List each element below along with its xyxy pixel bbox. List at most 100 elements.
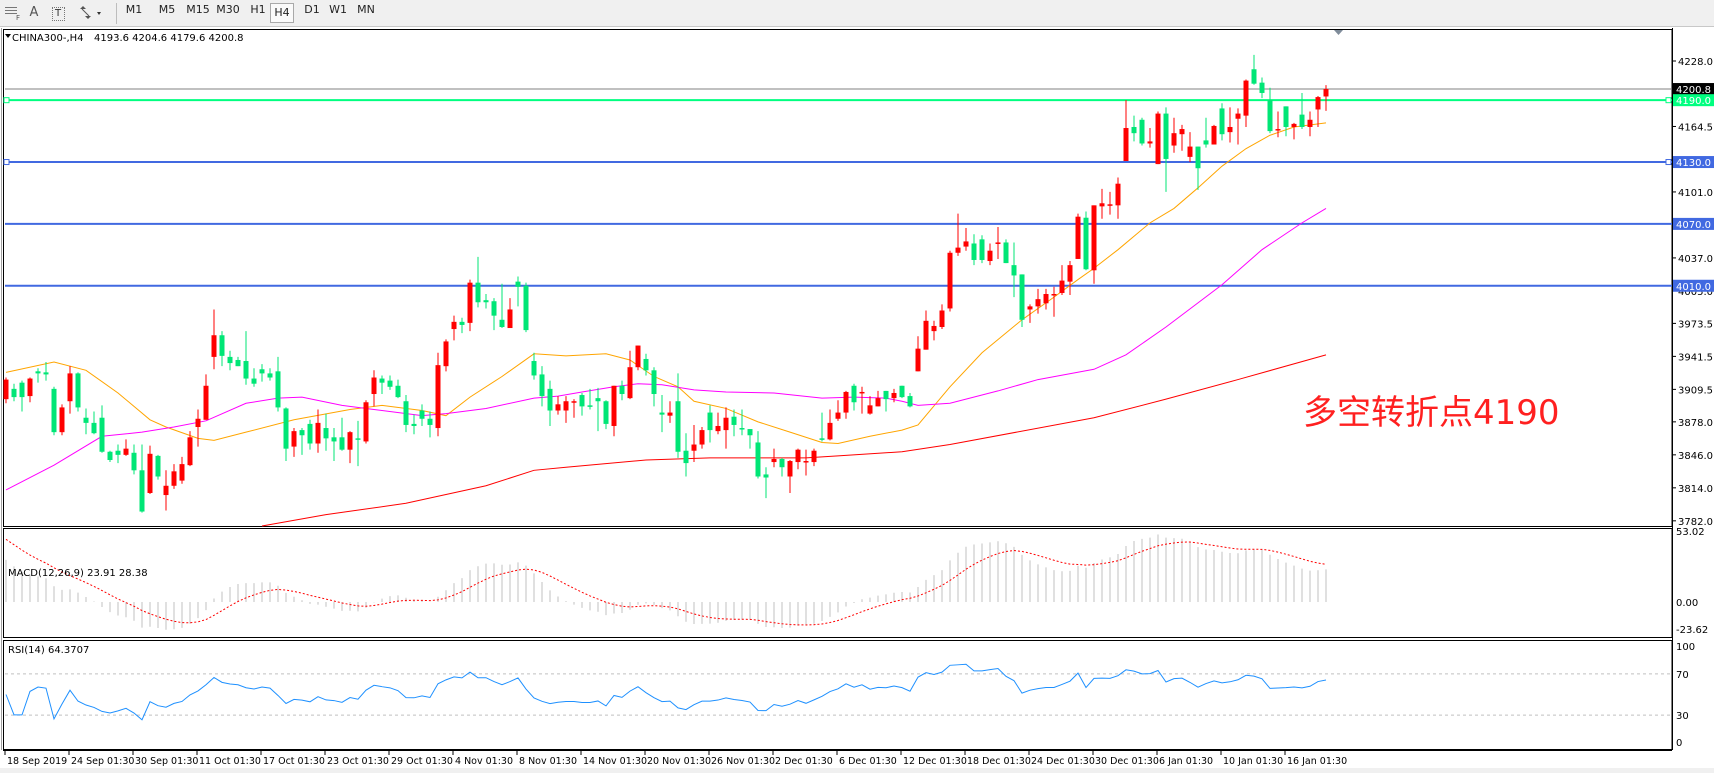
text-label-icon[interactable]: T	[50, 3, 66, 23]
candle-body	[1123, 128, 1129, 162]
candle-body	[971, 243, 977, 260]
candle-body	[371, 377, 377, 395]
period-separator-icon[interactable]: F	[2, 3, 24, 23]
text-icon[interactable]: A	[29, 5, 39, 20]
chart-background	[0, 27, 1714, 773]
time-tick-label: 30 Dec 01:30	[1095, 756, 1159, 767]
candle	[187, 431, 193, 467]
candle-body	[1195, 146, 1201, 169]
candle-body	[1251, 69, 1257, 84]
candle-body	[51, 388, 57, 433]
candle-body	[643, 358, 649, 371]
price-tick-label: 3973.5	[1678, 319, 1713, 330]
candle-body	[67, 373, 73, 402]
candle	[571, 399, 577, 418]
candle	[51, 386, 57, 436]
timeframe-mn[interactable]: MN	[357, 3, 375, 16]
candle-body	[179, 464, 185, 481]
candle	[1115, 177, 1121, 219]
time-tick-label: 8 Nov 01:30	[519, 756, 577, 767]
candle	[395, 379, 401, 399]
candle-body	[1131, 126, 1137, 134]
candle-body	[835, 412, 841, 419]
collapse-triangle-icon[interactable]	[5, 34, 11, 38]
time-tick-label: 30 Sep 01:30	[135, 756, 198, 767]
status-strip	[0, 768, 1714, 773]
candle	[939, 304, 945, 330]
arrows-icon[interactable]	[76, 3, 106, 23]
price-tick-label: 4228.0	[1678, 57, 1713, 68]
price-tick-label: 3909.5	[1678, 385, 1713, 396]
timeframe-m30[interactable]: M30	[216, 3, 240, 16]
candle	[531, 352, 537, 380]
candle	[475, 256, 481, 308]
candle	[1099, 188, 1105, 219]
candle	[267, 368, 273, 381]
timeframe-h1[interactable]: H1	[250, 3, 266, 16]
candle	[867, 396, 873, 415]
candle	[635, 345, 641, 371]
candle-body	[579, 395, 585, 407]
timeframe-m1[interactable]: M1	[125, 3, 143, 16]
candle	[75, 372, 81, 412]
macd-label: MACD(12,26,9) 23.91 28.38	[8, 568, 148, 579]
candle-body	[723, 417, 729, 431]
candle	[3, 377, 9, 404]
candle	[691, 424, 697, 463]
candle-body	[867, 405, 873, 414]
line-handle-right[interactable]	[1665, 97, 1672, 104]
candle	[707, 405, 713, 443]
timeframe-m5[interactable]: M5	[158, 3, 176, 16]
candle-body	[1179, 129, 1185, 135]
candle	[227, 350, 233, 371]
macd-signal-line	[5, 538, 1327, 626]
line-handle-left[interactable]	[3, 159, 10, 166]
candle-body	[1067, 265, 1073, 282]
candle-body	[651, 370, 657, 395]
candle-body	[659, 412, 665, 415]
period-separator-letter: F	[16, 14, 20, 22]
time-tick-label: 12 Dec 01:30	[903, 756, 967, 767]
candle	[563, 396, 569, 423]
candle	[859, 386, 865, 414]
candle	[1155, 111, 1161, 165]
timeframe-h4[interactable]: H4	[270, 3, 294, 23]
candle-body	[387, 380, 393, 387]
candle-body	[1315, 97, 1321, 110]
candle	[459, 317, 465, 334]
candle	[411, 414, 417, 435]
candle-body	[1019, 274, 1025, 320]
candle	[211, 309, 217, 370]
candle-body	[1107, 204, 1113, 206]
candle	[643, 353, 649, 376]
candle-body	[763, 474, 769, 478]
candle-body	[203, 385, 209, 420]
candle-body	[555, 404, 561, 411]
rsi-axis-label: 100	[1676, 642, 1695, 653]
candle	[1219, 103, 1225, 141]
timeframe-m15[interactable]: M15	[186, 3, 210, 16]
timeframe-w1[interactable]: W1	[329, 3, 347, 16]
line-handle-left[interactable]	[3, 97, 10, 104]
candle	[699, 427, 705, 449]
text-label-letter: T	[51, 7, 65, 21]
candle-body	[1115, 183, 1121, 206]
candle	[731, 409, 737, 437]
candle	[515, 276, 521, 307]
line-handle-right[interactable]	[1665, 159, 1672, 166]
candle-body	[811, 450, 817, 463]
candle	[347, 431, 353, 464]
timeframe-d1[interactable]: D1	[304, 3, 320, 16]
candle-body	[187, 437, 193, 466]
candle	[179, 456, 185, 484]
chart-shift-icon[interactable]	[1334, 30, 1343, 35]
candle-body	[131, 452, 137, 471]
candle	[1019, 274, 1025, 327]
candle-body	[355, 438, 361, 440]
candle-body	[627, 367, 633, 399]
rsi-axis-label: 0	[1676, 738, 1682, 749]
candle	[523, 282, 529, 333]
candle-body	[171, 471, 177, 486]
candle	[771, 448, 777, 468]
